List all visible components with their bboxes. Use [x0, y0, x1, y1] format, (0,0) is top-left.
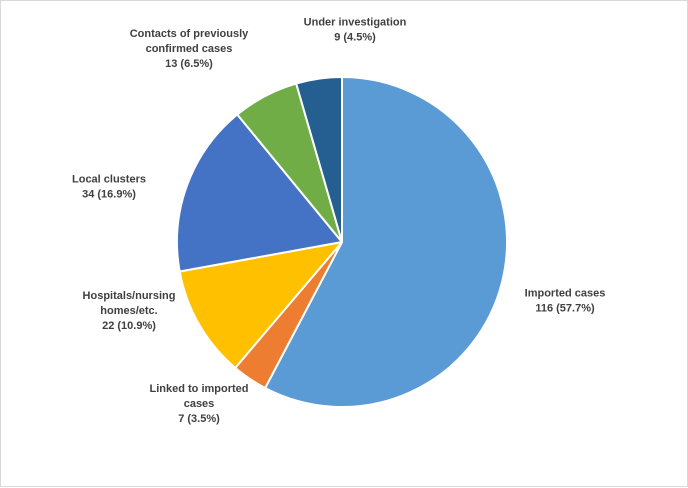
- slice-category-label: cases: [184, 398, 215, 410]
- data-label: Linked to imported cases 7 (3.5%): [150, 383, 249, 425]
- slice-category-label: confirmed cases: [146, 43, 233, 55]
- data-label: Imported cases 116 (57.7%): [525, 288, 606, 315]
- slice-value-label: 9 (4.5%): [334, 32, 376, 44]
- data-label: Under investigation 9 (4.5%): [304, 17, 407, 44]
- pie-slice: [295, 76, 343, 243]
- pie-labels: Imported cases 116 (57.7%) Linked to impor…: [72, 17, 605, 426]
- slice-category-label: Imported cases: [525, 288, 606, 300]
- pie-slice: [178, 241, 343, 369]
- data-label: Hospitals/nursing homes/etc. 22 (10.9%): [83, 290, 176, 332]
- slice-category-label: homes/etc.: [100, 305, 157, 317]
- slice-category-label: Contacts of previously: [130, 28, 249, 40]
- pie-slice: [264, 76, 508, 408]
- slice-category-label: Linked to imported: [150, 383, 249, 395]
- slice-value-label: 22 (10.9%): [102, 320, 156, 332]
- data-label: Local clusters 34 (16.9%): [72, 174, 146, 201]
- slice-category-label: Under investigation: [304, 17, 407, 29]
- slice-value-label: 34 (16.9%): [82, 189, 136, 201]
- slice-category-label: Local clusters: [72, 174, 146, 186]
- slice-value-label: 13 (6.5%): [165, 58, 213, 70]
- slice-value-label: 7 (3.5%): [178, 413, 220, 425]
- pie-slices: [176, 76, 508, 408]
- slice-value-label: 116 (57.7%): [535, 303, 595, 315]
- slice-category-label: Hospitals/nursing: [83, 290, 176, 302]
- pie-slice: [176, 113, 343, 273]
- data-label: Contacts of previously confirmed cases 13 …: [130, 28, 249, 70]
